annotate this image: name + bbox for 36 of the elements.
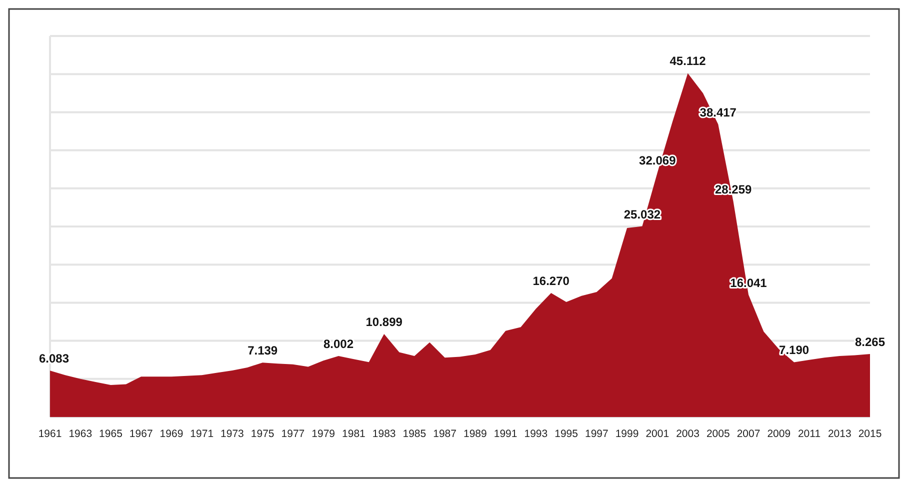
x-tick-label: 1971 (190, 428, 214, 440)
data-label: 8.265 (854, 335, 886, 350)
x-tick-label: 1981 (342, 428, 366, 440)
x-tick-label: 1987 (433, 428, 457, 440)
x-tick-label: 1973 (220, 428, 244, 440)
data-label: 8.002 (324, 337, 354, 352)
x-tick-label: 1977 (281, 428, 305, 440)
x-tick-label: 2011 (798, 428, 821, 440)
x-tick-label: 2003 (676, 428, 700, 440)
x-tick-label: 1993 (524, 428, 548, 440)
x-tick-label: 1999 (615, 428, 639, 440)
x-tick-label: 1979 (312, 428, 336, 440)
x-tick-label: 1965 (99, 428, 123, 440)
data-label: 16.270 (532, 274, 570, 288)
x-tick-label: 1983 (372, 428, 396, 440)
x-tick-label: 1975 (250, 428, 274, 440)
data-label: 10.899 (366, 314, 403, 329)
x-tick-label: 2015 (858, 428, 882, 440)
data-label: 7.190 (779, 343, 810, 358)
x-tick-label: 2007 (736, 428, 760, 440)
x-tick-label: 1969 (160, 428, 184, 440)
data-label: 6.083 (38, 352, 70, 366)
x-tick-label: 2005 (706, 428, 730, 440)
x-tick-label: 1985 (402, 428, 426, 440)
x-tick-label: 2013 (828, 428, 852, 440)
x-tick-label: 1997 (584, 428, 609, 440)
data-label: 45.112 (670, 54, 706, 68)
data-label: 7.139 (248, 344, 278, 358)
x-tick-label: 1961 (38, 428, 62, 440)
x-tick-label: 1989 (464, 428, 488, 440)
x-tick-label: 1967 (129, 428, 153, 440)
x-tick-label: 2009 (767, 428, 791, 440)
x-tick-label: 2001 (646, 428, 670, 440)
x-tick-label: 1963 (68, 428, 92, 440)
x-tick-label: 1991 (494, 428, 518, 440)
x-tick-label: 1995 (554, 428, 578, 440)
